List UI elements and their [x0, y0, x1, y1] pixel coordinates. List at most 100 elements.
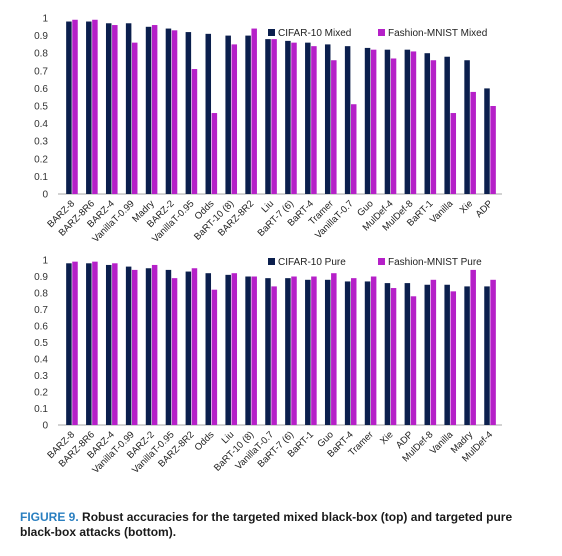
bar-fashion-1 — [92, 19, 98, 195]
bar-fashion-10 — [271, 39, 277, 195]
bar-fashion-7 — [211, 289, 218, 425]
bar-cifar-2 — [105, 23, 112, 195]
legend-label: CIFAR-10 Mixed — [278, 28, 351, 39]
bar-cifar-8 — [225, 274, 231, 425]
category-label: Vanilla — [428, 429, 456, 457]
bar-fashion-21 — [490, 279, 496, 425]
bar-fashion-2 — [112, 263, 118, 425]
bar-cifar-10 — [265, 278, 271, 425]
bar-cifar-7 — [205, 273, 212, 425]
category-label: ADP — [474, 198, 496, 220]
y-tick-label: 0.1 — [34, 404, 48, 415]
bar-fashion-13 — [331, 273, 337, 425]
figure-caption: FIGURE 9. Robust accuracies for the targ… — [20, 510, 545, 540]
y-tick-label: 0.7 — [34, 305, 48, 316]
category-label: Vanilla — [428, 198, 456, 226]
legend-label: CIFAR-10 Pure — [278, 257, 346, 268]
y-tick-label: 0.6 — [34, 322, 48, 333]
y-tick-label: 0.5 — [34, 338, 48, 349]
bar-fashion-18 — [430, 279, 437, 425]
bar-fashion-6 — [191, 268, 198, 425]
bar-cifar-11 — [285, 40, 291, 194]
y-tick-label: 0.8 — [34, 49, 48, 60]
y-tick-label: 0.6 — [34, 84, 48, 95]
bar-fashion-20 — [470, 91, 476, 194]
bar-cifar-4 — [145, 26, 152, 194]
bar-fashion-17 — [410, 296, 417, 425]
legend-swatch — [268, 258, 275, 265]
bar-cifar-16 — [384, 49, 391, 195]
y-tick-label: 0.4 — [34, 119, 48, 130]
bar-cifar-6 — [185, 271, 192, 425]
legend-label: Fashion-MNIST Pure — [388, 257, 482, 268]
y-tick-label: 0.2 — [34, 154, 48, 165]
bar-fashion-15 — [370, 49, 377, 195]
bar-cifar-13 — [324, 279, 331, 425]
bar-cifar-2 — [105, 264, 112, 425]
bar-cifar-14 — [344, 281, 351, 425]
y-tick-label: 1 — [42, 14, 48, 25]
bar-fashion-12 — [311, 276, 317, 425]
bar-cifar-17 — [404, 49, 411, 195]
bar-fashion-3 — [131, 269, 138, 425]
bar-cifar-10 — [265, 39, 271, 195]
bar-fashion-3 — [131, 42, 138, 194]
bar-cifar-15 — [364, 47, 371, 194]
bar-cifar-9 — [245, 276, 251, 425]
bar-cifar-5 — [165, 28, 172, 195]
bar-cifar-13 — [324, 44, 331, 195]
bar-cifar-1 — [86, 263, 92, 425]
category-label: Xie — [458, 198, 475, 215]
y-tick-label: 0.2 — [34, 388, 48, 399]
bar-fashion-19 — [450, 291, 457, 425]
legend-swatch — [378, 258, 385, 265]
bar-cifar-8 — [225, 35, 231, 194]
y-tick-label: 0 — [42, 190, 48, 201]
bar-cifar-3 — [125, 266, 132, 425]
bar-fashion-2 — [112, 25, 118, 194]
bar-cifar-6 — [185, 32, 192, 194]
bar-fashion-1 — [92, 261, 98, 425]
bar-cifar-0 — [66, 263, 72, 425]
bar-fashion-13 — [331, 60, 337, 194]
bar-cifar-1 — [86, 21, 92, 194]
y-tick-label: 1 — [42, 256, 48, 267]
bar-fashion-7 — [211, 113, 218, 194]
bar-cifar-14 — [344, 46, 351, 194]
y-tick-label: 0.7 — [34, 66, 48, 77]
bar-fashion-14 — [350, 278, 357, 425]
bar-cifar-12 — [305, 279, 311, 425]
bar-cifar-17 — [404, 283, 411, 425]
bar-fashion-4 — [151, 25, 158, 194]
legend-label: Fashion-MNIST Mixed — [388, 28, 487, 39]
bar-cifar-9 — [245, 35, 251, 194]
y-tick-label: 0.5 — [34, 102, 48, 113]
figure-label: FIGURE 9. — [20, 510, 79, 524]
bar-cifar-3 — [125, 23, 132, 195]
bar-cifar-18 — [424, 284, 431, 425]
bar-cifar-4 — [145, 268, 152, 425]
bar-fashion-9 — [251, 28, 257, 195]
bar-fashion-6 — [191, 69, 198, 194]
bar-cifar-21 — [484, 286, 490, 425]
bar-fashion-0 — [72, 261, 78, 425]
bar-fashion-4 — [151, 264, 158, 425]
bar-fashion-8 — [231, 44, 238, 195]
figure-caption-text: Robust accuracies for the targeted mixed… — [20, 510, 513, 539]
top-chart: 00.10.20.30.40.50.60.70.80.91BARZ-8BARZ-… — [34, 14, 502, 245]
bar-fashion-15 — [370, 276, 377, 425]
legend-swatch — [268, 29, 275, 36]
category-label: Xie — [378, 429, 395, 446]
y-tick-label: 0.9 — [34, 31, 48, 42]
bar-fashion-17 — [410, 51, 417, 194]
bar-fashion-11 — [291, 276, 297, 425]
bar-cifar-19 — [444, 284, 450, 425]
y-tick-label: 0 — [42, 421, 48, 432]
bar-fashion-12 — [311, 46, 317, 194]
y-tick-label: 0.4 — [34, 355, 48, 366]
y-tick-label: 0.3 — [34, 137, 48, 148]
bar-fashion-11 — [291, 42, 297, 194]
category-label: Odds — [193, 429, 217, 453]
y-tick-label: 0.1 — [34, 172, 48, 183]
bar-fashion-8 — [231, 273, 238, 425]
